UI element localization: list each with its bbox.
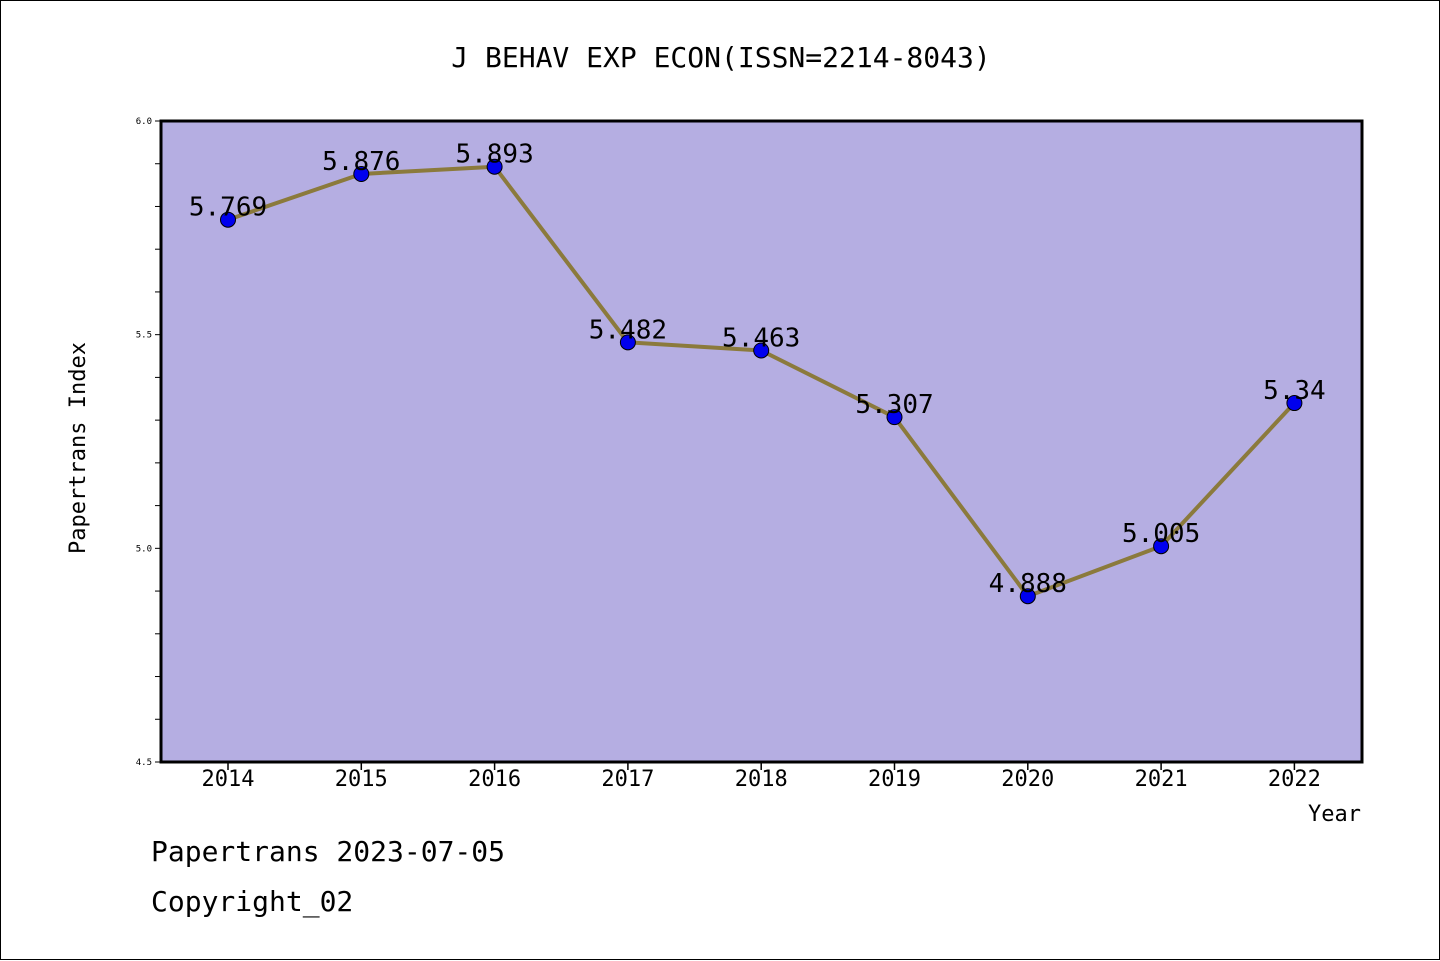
x-tick-labels: 2014 2015 2016 2017 2018 2019 2020 2021 2022 <box>202 767 1321 792</box>
plot-border <box>159 119 1364 764</box>
y-tick-label: 5.0 <box>136 544 152 554</box>
x-tick-label: 2022 <box>1268 767 1321 792</box>
data-point <box>353 165 370 182</box>
data-markers <box>220 158 1303 605</box>
data-label: 5.307 <box>855 390 933 420</box>
y-tick-label: 5.5 <box>136 331 152 341</box>
y-tick-labels: 4.5 5.0 5.5 6.0 <box>136 117 152 768</box>
data-label: 5.005 <box>1122 519 1200 549</box>
data-point <box>1019 588 1036 605</box>
data-point <box>753 342 770 359</box>
x-tick-label: 2019 <box>868 767 921 792</box>
data-point <box>1286 395 1303 412</box>
data-point <box>220 211 236 228</box>
data-label: 5.769 <box>189 193 267 223</box>
data-point <box>619 334 636 351</box>
y-tick-label: 6.0 <box>136 117 152 127</box>
data-label: 5.34 <box>1263 376 1326 406</box>
data-labels: 5.769 5.876 5.893 5.482 5.463 5.307 4.888 5.005… <box>189 140 1326 599</box>
x-tick-label: 2016 <box>468 767 521 792</box>
x-tick-label: 2020 <box>1001 767 1054 792</box>
x-tick-label: 2017 <box>601 767 654 792</box>
x-tick-label: 2015 <box>335 767 388 792</box>
data-point <box>486 158 503 175</box>
data-label: 4.888 <box>989 569 1067 599</box>
data-label: 5.893 <box>455 140 533 170</box>
data-label: 5.463 <box>722 323 800 353</box>
x-tick-label: 2021 <box>1135 767 1188 792</box>
data-label: 5.876 <box>322 147 400 177</box>
data-point <box>1153 538 1170 555</box>
x-axis-label: Year <box>1308 802 1361 827</box>
x-tick-label: 2018 <box>735 767 788 792</box>
footer-date: Papertrans 2023-07-05 <box>151 835 506 868</box>
data-point <box>886 409 903 426</box>
plot-area <box>161 121 1362 762</box>
x-tick-label: 2014 <box>202 767 255 792</box>
y-tick-label: 4.5 <box>136 758 152 768</box>
data-label: 5.482 <box>589 315 667 345</box>
y-axis-label: Papertrans Index <box>66 342 91 554</box>
chart-title: J BEHAV EXP ECON(ISSN=2214-8043) <box>451 41 990 74</box>
footer-copyright: Copyright_02 <box>151 885 354 918</box>
